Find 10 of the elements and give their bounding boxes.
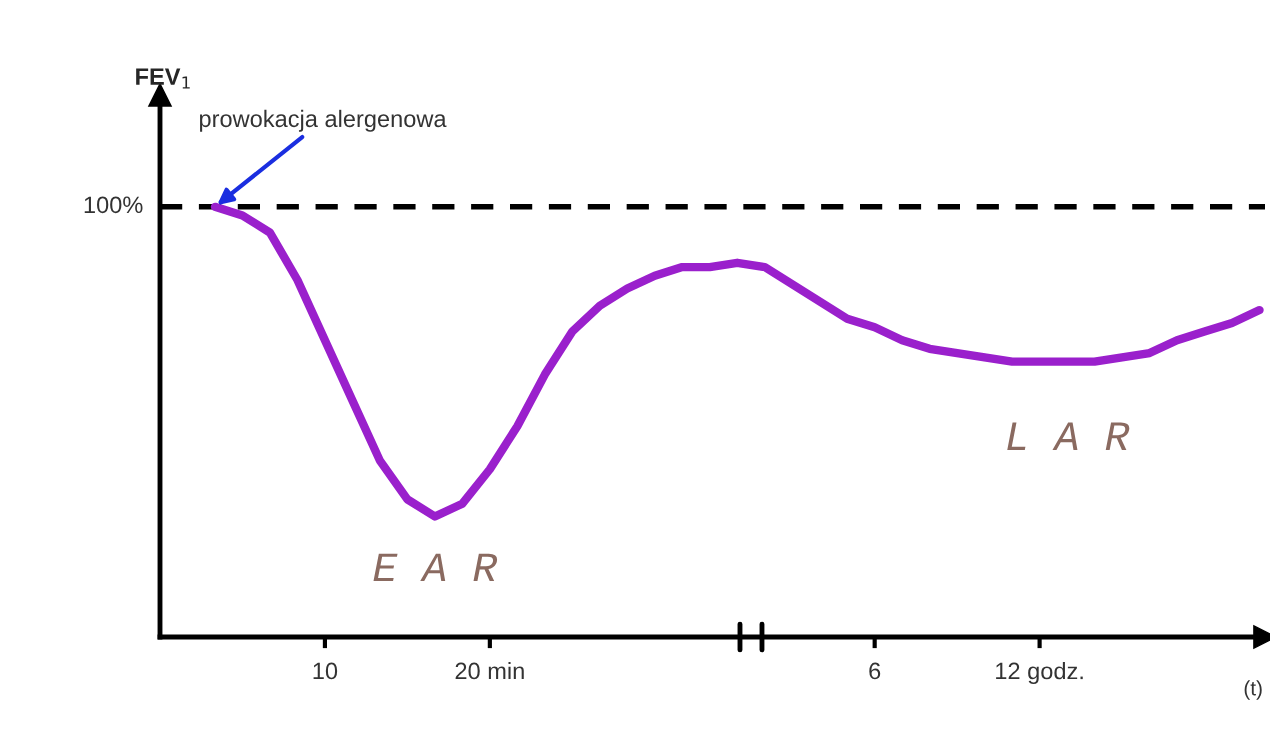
text: FEV$_{1}$	[136, 68, 190, 89]
ref-line-label: 100%	[84, 196, 143, 214]
text: prowokacja alergenowa	[200, 109, 447, 132]
x-tick-label: 12 godz.	[996, 662, 1083, 685]
annotation: L A R	[1007, 422, 1130, 450]
x-axis-title: (t)	[1244, 680, 1262, 700]
x-tick-label: 10	[313, 662, 338, 680]
x-tick-label: 20 min	[455, 662, 524, 680]
x-tick-label: 6	[869, 662, 881, 680]
annotation: E A R	[373, 553, 498, 582]
